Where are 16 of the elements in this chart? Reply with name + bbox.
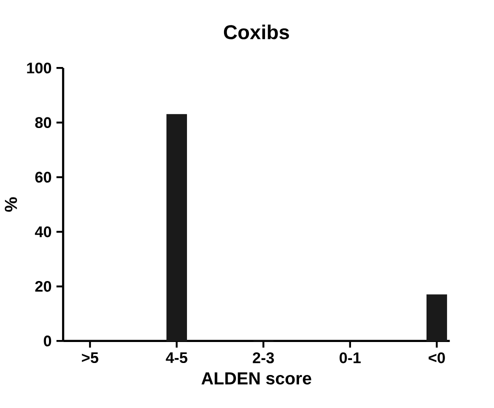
x-axis-title: ALDEN score — [202, 372, 312, 384]
y-tick-label: 40 — [34, 226, 52, 238]
y-axis-title: % — [4, 197, 18, 212]
y-tick-label: 0 — [44, 336, 52, 346]
x-tick-label: 0-1 — [340, 352, 361, 364]
x-tick-label: >5 — [82, 352, 98, 364]
bar — [166, 114, 187, 342]
y-tick-label: 60 — [35, 172, 52, 183]
y-tick-label: 20 — [35, 280, 52, 292]
y-tick-label: 80 — [35, 117, 52, 128]
x-tick-label: <0 — [428, 352, 445, 364]
x-tick-label: 4-5 — [166, 352, 188, 364]
bar — [426, 294, 448, 342]
y-tick-label: 100 — [27, 62, 52, 74]
x-tick-label: 2-3 — [252, 352, 274, 364]
chart-title: Coxibs — [224, 24, 289, 40]
